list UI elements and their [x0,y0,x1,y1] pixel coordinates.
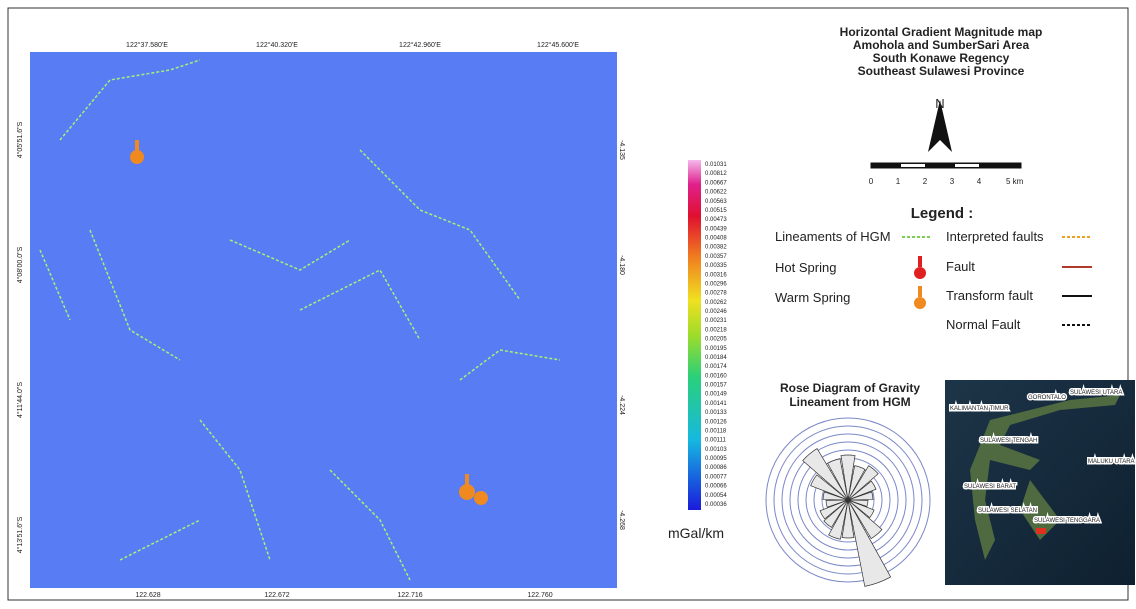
left-coordinate: 4°13'51.6"S [16,516,24,553]
colorbar-label: 0.00408 [705,236,727,242]
colorbar-label: 0.00036 [705,502,727,508]
title-line: Southeast Sulawesi Province [858,64,1025,78]
colorbar-label: 0.00066 [705,484,727,490]
scale-label: 4 [977,177,982,186]
bottom-coordinate: 122.716 [397,592,422,599]
right-coordinate: -4.224 [618,395,625,415]
legend-symbols [902,237,1092,325]
legend-item: Hot Spring [775,260,836,275]
colorbar-label: 0.00473 [705,217,727,223]
scale-label: 5 km [1006,177,1024,186]
inset-label: GORONTALO [1028,395,1066,401]
scale-label: 1 [896,177,901,186]
colorbar-label: 0.00054 [705,493,727,499]
top-coordinate: 122°42.960'E [399,41,441,49]
north-label: N [935,96,944,111]
colorbar-label: 0.00218 [705,327,727,333]
colorbar-label: 0.00622 [705,190,727,196]
colorbar-label: 0.00667 [705,180,727,186]
scale-bar [871,163,1021,168]
rose-title: Lineament from HGM [789,395,910,409]
colorbar-label: 0.00812 [705,171,727,177]
left-coordinate: 4°11'44.0"S [16,382,24,418]
colorbar-unit: mGal/km [668,525,724,541]
colorbar-label: 0.00160 [705,373,727,379]
colorbar-label: 0.00157 [705,383,727,389]
title-line: South Konawe Regency [873,51,1010,65]
colorbar-label: 0.00205 [705,337,727,343]
legend-item: Normal Fault [946,317,1021,332]
rose-title: Rose Diagram of Gravity [780,381,920,395]
top-coordinate: 122°37.580'E [126,41,168,49]
hgm-raster [30,52,617,588]
scale-label: 2 [923,177,928,186]
colorbar-label: 0.00515 [705,208,727,214]
legend-item: Warm Spring [775,290,850,305]
title-line: Amohola and SumberSari Area [853,38,1030,52]
colorbar-label: 0.01031 [705,162,727,168]
color-bar [688,160,701,510]
colorbar-label: 0.00103 [705,447,727,453]
right-coordinate: -4.135 [618,140,625,160]
top-coordinate: 122°40.320'E [256,41,298,49]
rose-diagram [766,418,930,586]
colorbar-label: 0.00563 [705,199,727,205]
colorbar-label: 0.00231 [705,318,727,324]
scale-label: 3 [950,177,955,186]
colorbar-label: 0.00262 [705,300,727,306]
inset-label: SULAWESI TENGAH [980,438,1037,444]
legend-item: Fault [946,259,975,274]
inset-label: SULAWESI TENGGARA [1034,518,1100,524]
colorbar-label: 0.00335 [705,263,727,269]
bottom-coordinate: 122.628 [135,592,160,599]
map-figure: 122°37.580'E 122°40.320'E 122°42.960'E 122°… [0,0,1136,604]
bottom-coordinate: 122.672 [264,592,289,599]
colorbar-label: 0.00149 [705,392,727,398]
legend-title: Legend : [911,205,974,222]
colorbar-label: 0.00195 [705,346,727,352]
right-coordinate: -4.180 [618,255,625,275]
colorbar-label: 0.00111 [705,438,726,444]
colorbar-label: 0.00184 [705,355,727,361]
top-coordinate: 122°45.600'E [537,41,579,49]
legend-item: Interpreted faults [946,229,1044,244]
colorbar-label: 0.00246 [705,309,727,315]
colorbar-label: 0.00174 [705,364,727,370]
colorbar-label: 0.00086 [705,465,727,471]
colorbar-label: 0.00357 [705,254,727,260]
inset-label: MALUKU UTARA [1088,459,1135,465]
bottom-coordinate: 122.760 [527,592,552,599]
colorbar-label: 0.00382 [705,245,727,251]
inset-label: SULAWESI SELATAN [978,508,1037,514]
colorbar-label: 0.00316 [705,272,727,278]
colorbar-label: 0.00077 [705,474,727,480]
right-coordinate: -4.268 [618,510,625,530]
inset-label: SULAWESI BARAT [964,484,1016,490]
title-line: Horizontal Gradient Magnitude map [840,25,1043,39]
study-area [1036,528,1046,534]
inset-label: KALIMANTAN TIMUR [950,406,1009,412]
colorbar-label: 0.00439 [705,226,727,232]
colorbar-label: 0.00095 [705,456,727,462]
legend-item: Transform fault [946,288,1033,303]
colorbar-label: 0.00296 [705,281,727,287]
colorbar-label: 0.00126 [705,419,727,425]
scale-label: 0 [869,177,874,186]
inset-label: SULAWESI UTARA [1070,390,1122,396]
colorbar-label: 0.00278 [705,291,727,297]
colorbar-label: 0.00118 [705,428,727,434]
legend-item: Lineaments of HGM [775,229,891,244]
left-coordinate: 4°05'51.6"S [16,121,24,158]
colorbar-label: 0.00141 [705,401,727,407]
left-coordinate: 4°08'00.0"S [16,246,24,283]
colorbar-label: 0.00133 [705,410,727,416]
